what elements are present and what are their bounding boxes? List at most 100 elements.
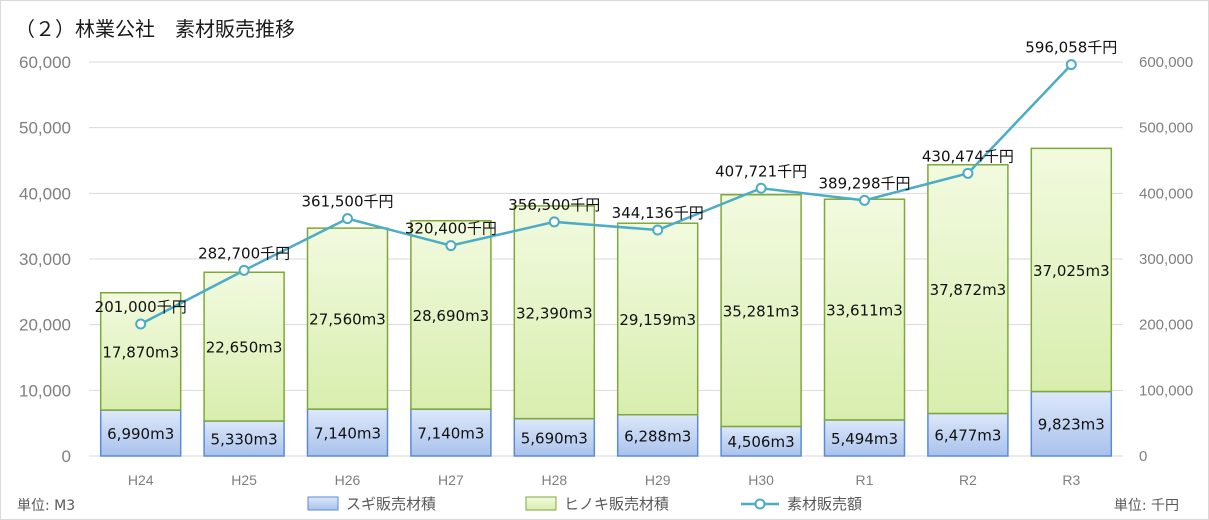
sales-point [962,167,974,179]
sales-point [238,264,250,276]
bar-hinoki [99,292,182,411]
y-left-tick-label: 20,000 [19,316,71,335]
y-right-tick-label: 300,000 [1139,251,1193,268]
legend-label-sales: 素材販売額 [787,495,862,513]
x-category-label: H26 [335,472,361,488]
bar-hinoki [616,222,699,416]
x-category-label: H25 [231,472,257,488]
sales-point-label: 282,700千円 [198,244,290,262]
y-left-tick-label: 40,000 [19,184,71,203]
y-right-tick-label: 0 [1139,448,1147,465]
y-left-tick-label: 10,000 [19,381,71,400]
y-left-tick-label: 50,000 [19,119,71,138]
bar-hinoki [410,219,492,410]
bar-sugi [616,413,699,457]
y-right-tick-label: 600,000 [1139,54,1193,71]
bar-sugi-label: 9,823m3 [1038,416,1105,434]
bar-hinoki [513,205,596,420]
sales-point-label: 430,474千円 [922,147,1014,165]
bar-sugi-label: 5,330m3 [211,430,278,448]
sales-point [755,182,767,194]
sales-point-label: 344,136千円 [612,204,704,222]
bar-hinoki-label: 27,560m3 [309,311,386,329]
sales-point [135,318,147,330]
bar-hinoki-label: 37,872m3 [930,281,1007,299]
bar-sugi-label: 6,477m3 [934,427,1001,445]
bar-sugi-label: 5,494m3 [831,430,898,448]
legend-label-hinoki: ヒノキ販売材積 [564,495,669,513]
bar-hinoki [306,227,389,410]
bar-sugi-label: 7,140m3 [417,425,484,443]
sales-point-label: 201,000千円 [95,298,187,316]
bar-sugi [99,409,182,457]
y-left-tick-label: 0 [62,447,71,466]
bar-sugi-label: 6,990m3 [107,425,174,443]
sales-line-path [140,63,1073,326]
bar-sugi [720,425,802,457]
sales-point [1065,59,1077,71]
bar-sugi-label: 5,690m3 [521,429,588,447]
sales-point-label: 407,721千円 [715,162,807,180]
right-unit-label: 単位: 千円 [1114,498,1179,514]
x-category-label: R3 [1062,472,1080,488]
bar-sugi [513,417,596,457]
bar-sugi [823,419,906,457]
x-category-label: R2 [959,472,977,488]
bar-hinoki-label: 22,650m3 [206,339,283,357]
legend-label-sugi: スギ販売材積 [346,495,436,513]
bar-sugi-label: 4,506m3 [728,433,795,451]
sales-point [652,224,664,236]
x-axis-categories: H24 H25 H26 H27 H28 H29 H30 R1 R2 R3 [128,472,1081,488]
bar-hinoki-label: 28,690m3 [413,307,490,325]
bar-hinoki-label: 32,390m3 [516,304,593,322]
y-right-tick-label: 500,000 [1139,120,1193,137]
y-right-tick-label: 100,000 [1139,382,1193,399]
bar-sugi-label: 7,140m3 [314,425,381,443]
bar-hinoki-label: 33,611m3 [826,302,903,320]
y-axis-left: 0 10,000 20,000 30,000 40,000 50,000 60,000 [19,53,71,466]
bar-hinoki [927,164,1009,415]
x-category-label: H30 [748,472,774,488]
chart-title: （２）林業公社 素材販売推移 [15,17,295,41]
sales-point-label: 389,298千円 [818,174,910,192]
bars: 6,990m3 17,870m3 5,330m3 22,650m3 7,140m3 27,… [99,147,1113,457]
bar-hinoki [720,193,802,428]
left-unit-label: 単位: M3 [17,498,75,514]
x-category-label: H24 [128,472,154,488]
bar-sugi [306,408,389,457]
x-category-label: R1 [856,472,874,488]
sales-point-label: 320,400千円 [405,220,497,238]
legend-swatch-hinoki [525,496,557,511]
bar-sugi [410,408,492,457]
sales-point-label: 596,058千円 [1025,39,1117,57]
bar-hinoki-label: 29,159m3 [619,311,696,329]
y-left-tick-label: 30,000 [19,250,71,269]
sales-point-label: 356,500千円 [508,196,600,214]
x-category-label: H29 [645,472,671,488]
bar-sugi [927,412,1009,457]
legend: スギ販売材積 ヒノキ販売材積 素材販売額 [307,495,862,513]
bar-hinoki [1030,147,1113,393]
bar-hinoki [203,271,285,422]
bar-sugi-label: 6,288m3 [624,427,691,445]
x-category-label: H27 [438,472,464,488]
y-right-tick-label: 400,000 [1139,185,1193,202]
y-right-tick-label: 200,000 [1139,317,1193,334]
sales-point [445,240,457,252]
bar-hinoki-label: 35,281m3 [723,303,800,321]
y-axis-right: 0 100,000 200,000 300,000 400,000 500,000 600,… [1139,54,1193,465]
legend-swatch-sugi [307,496,339,511]
sales-line: 201,000千円 282,700千円 361,500千円 320,400千円 356,… [95,39,1117,330]
x-category-label: H28 [541,472,567,488]
sales-point-label: 361,500千円 [301,193,393,211]
legend-swatch-marker [754,498,766,510]
y-left-tick-label: 60,000 [19,53,71,72]
bar-hinoki-label: 37,025m3 [1033,262,1110,280]
bar-hinoki-label: 17,870m3 [102,343,179,361]
bar-sugi [203,420,285,457]
sales-point [548,216,560,228]
sales-point [342,213,353,225]
sales-point [859,194,870,206]
